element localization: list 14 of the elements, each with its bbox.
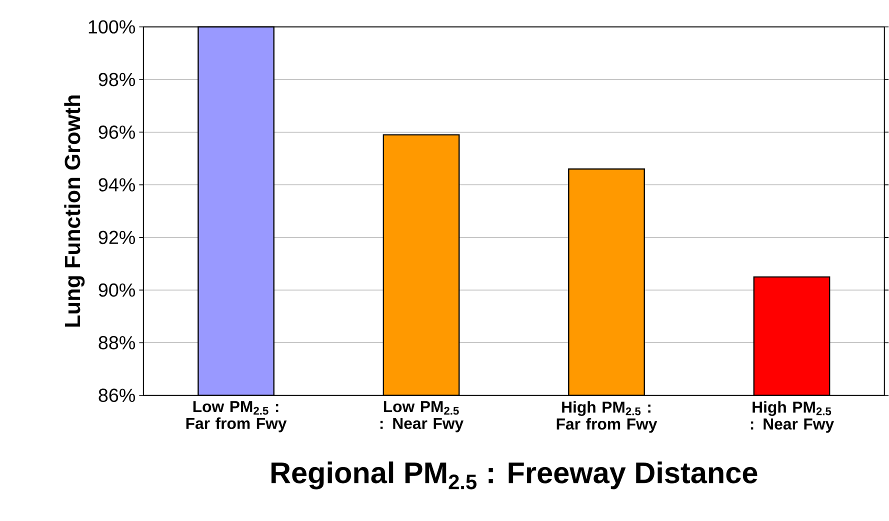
- y-tick-label: 96%: [98, 126, 135, 139]
- x-tick-label: High PM$_{2.5}$ : Near Fwy: [750, 401, 834, 433]
- x-tick-label: Low PM$_{2.5}$ : Far from Fwy: [186, 401, 287, 432]
- y-tick-label: 90%: [98, 283, 135, 297]
- x-tick-label: Low PM$_{2.5}$ : Near Fwy: [380, 401, 464, 432]
- y-axis-title: Lung Function Growth: [64, 96, 85, 327]
- y-tick-label: 98%: [98, 72, 135, 86]
- y-tick-label: 100%: [88, 20, 135, 34]
- y-tick-label: 86%: [98, 388, 135, 402]
- y-tick-label: 88%: [98, 336, 135, 350]
- x-tick-label: High PM$_{2.5}$ : Far from Fwy: [556, 401, 658, 433]
- x-axis-title: Regional PM$_{2.5}$ : Freeway Distance: [272, 462, 758, 490]
- y-tick-label: 92%: [98, 230, 135, 244]
- y-tick-label: 94%: [98, 178, 135, 192]
